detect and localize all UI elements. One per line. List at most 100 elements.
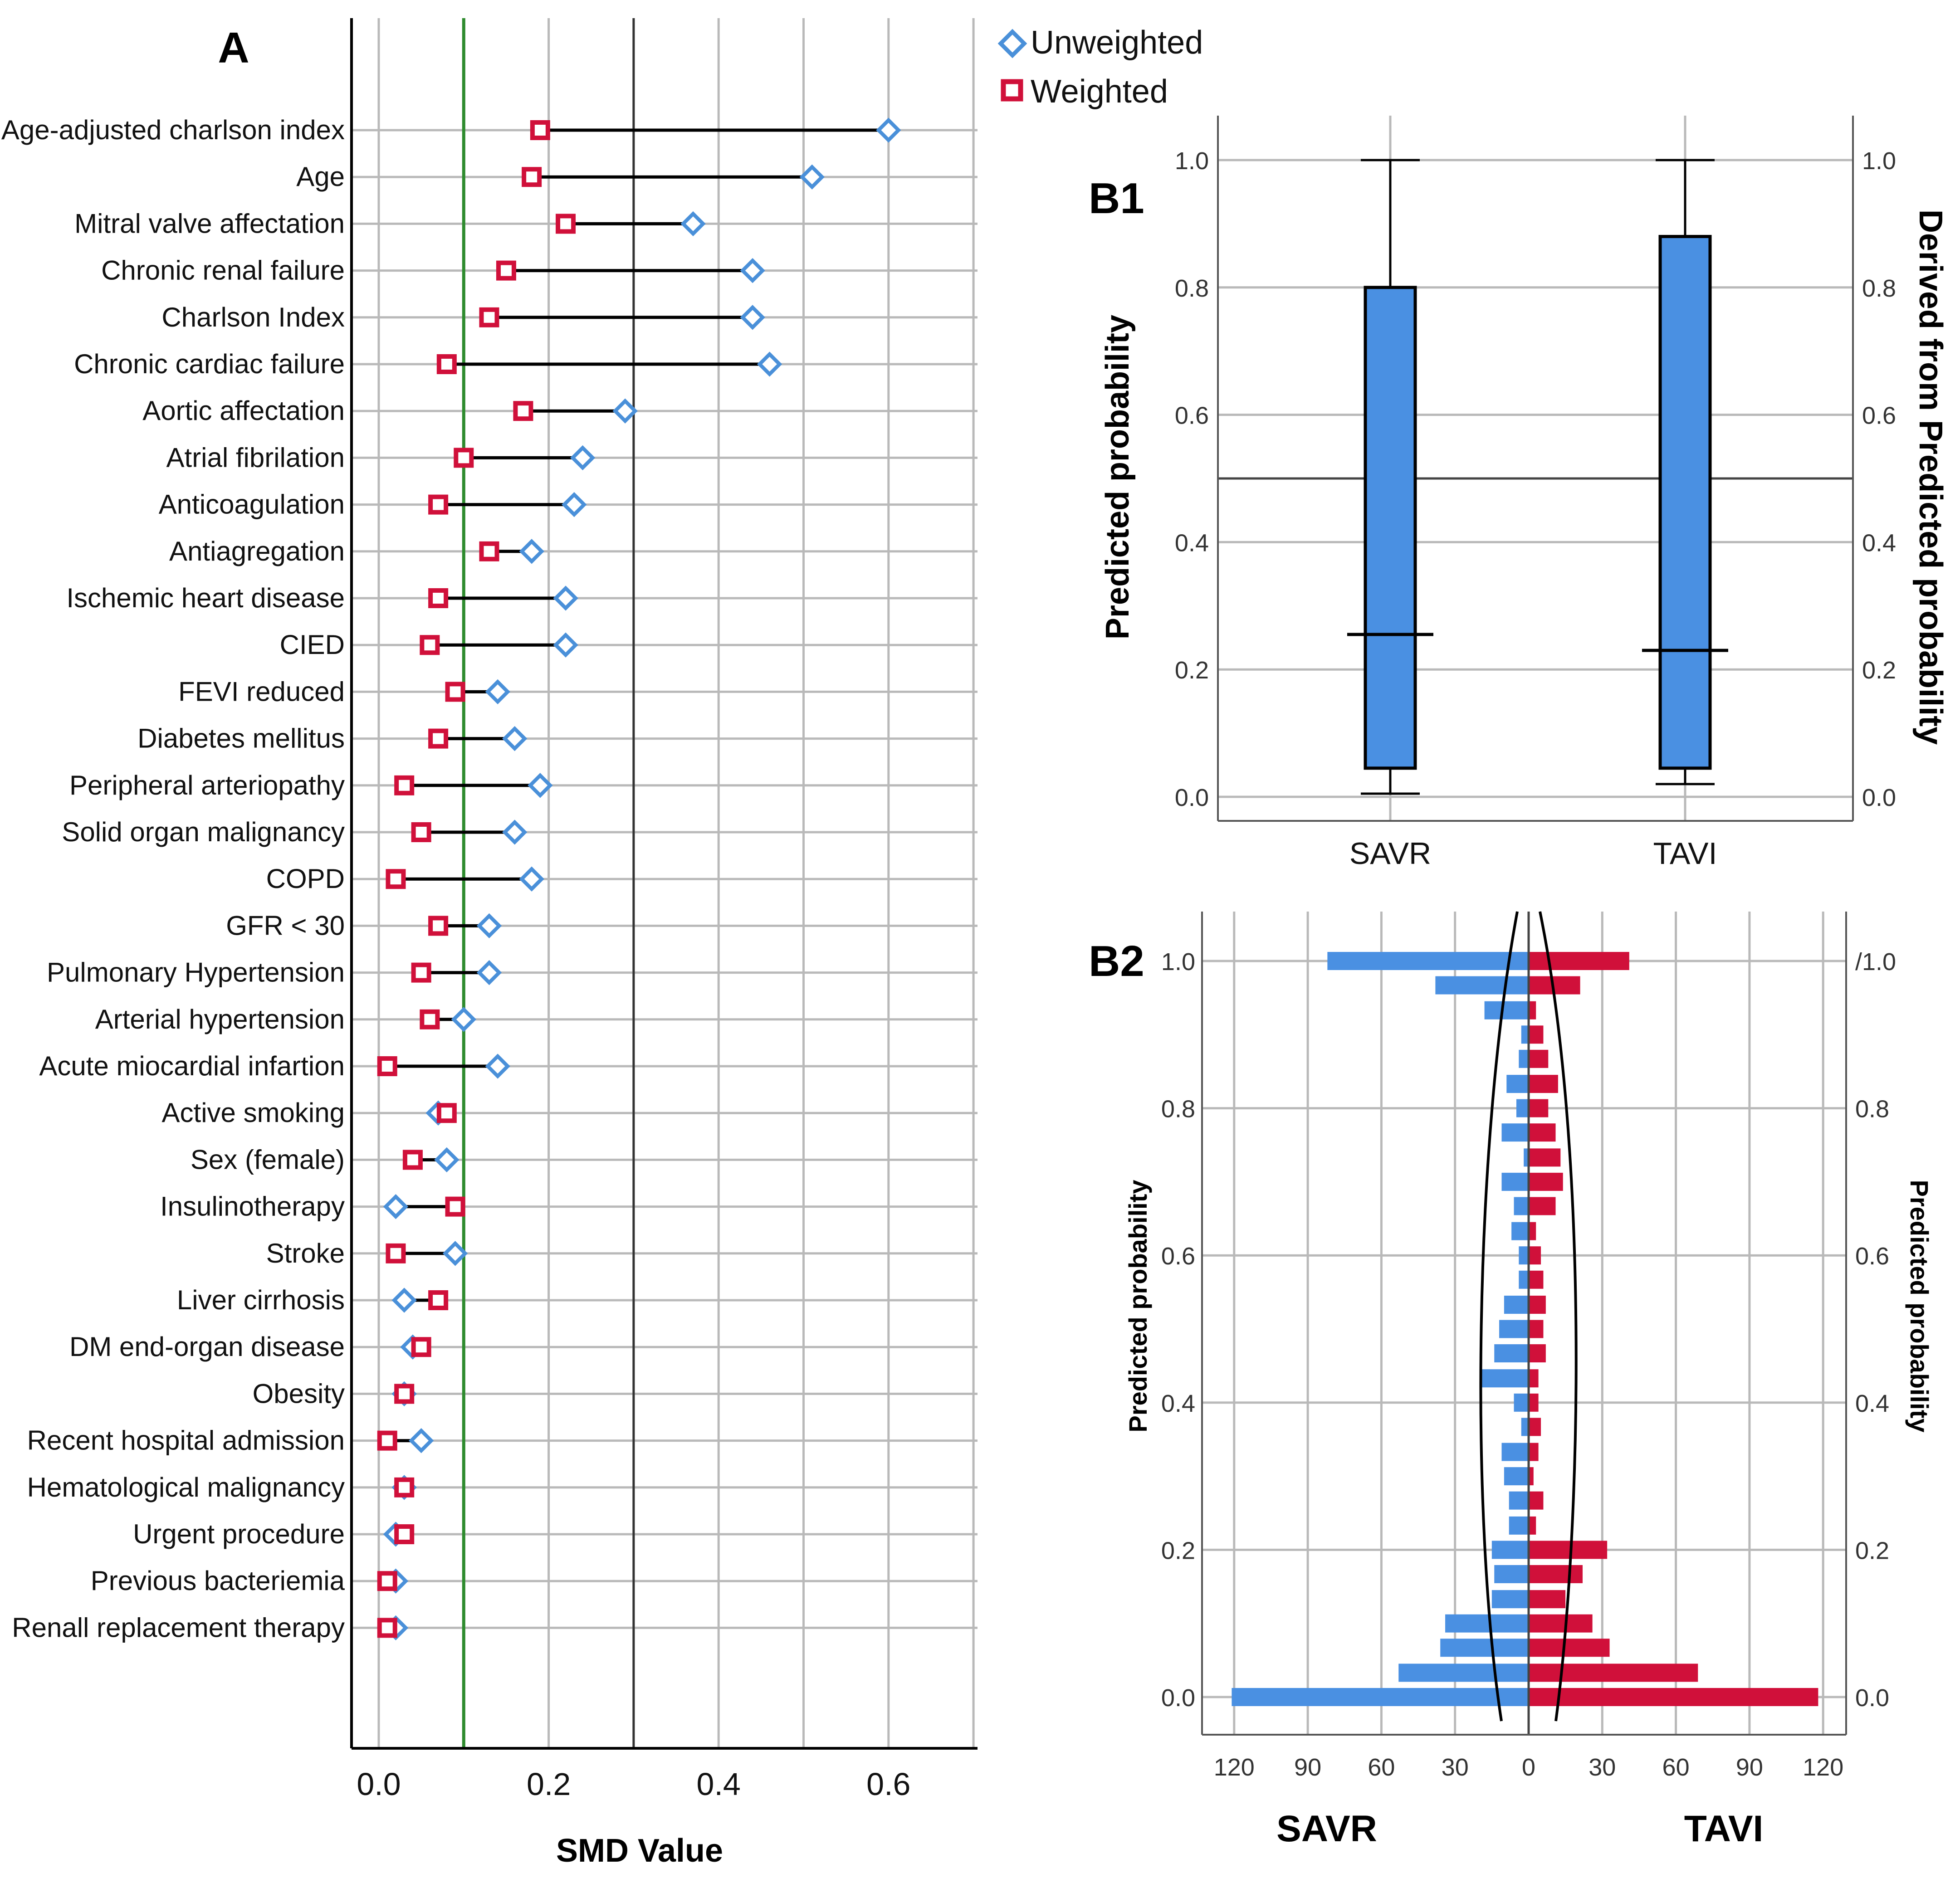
a-weighted-marker-1	[522, 167, 542, 187]
b2-tavi-bar-4	[1529, 1590, 1566, 1609]
panel-b2-title: B2	[1089, 937, 1144, 985]
a-category-label-5: Chronic cardiac failure	[74, 349, 345, 379]
panel-b1-right-y-axis-title: Derived from Predicted probability	[1912, 210, 1949, 745]
a-category-label-23: Insulinotherapy	[160, 1191, 345, 1222]
b2-savr-bar-15	[1499, 1320, 1529, 1338]
b2-tavi-bar-22	[1529, 1148, 1561, 1167]
panel-a-title: A	[218, 24, 249, 72]
a-weighted-marker-11	[420, 635, 440, 655]
a-category-label-20: Acute miocardial infartion	[39, 1051, 345, 1081]
panel-a-category-labels: Age-adjusted charlson index Age Mitral val…	[1, 115, 345, 1643]
a-weighted-marker-10	[428, 588, 449, 608]
a-category-label-31: Previous bacteriemia	[91, 1566, 345, 1596]
a-x-tick-0: 0.0	[357, 1766, 401, 1802]
b2-savr-bar-30	[1327, 952, 1529, 970]
a-weighted-marker-13	[428, 728, 449, 749]
a-category-label-19: Arterial hypertension	[95, 1004, 345, 1034]
a-category-label-11: CIED	[280, 629, 345, 660]
panel-b1-y-tick-labels: 0.0 0.2 0.4 0.6 0.8 1.0	[1175, 147, 1209, 811]
a-category-label-0: Age-adjusted charlson index	[1, 115, 345, 145]
b2-savr-bar-28	[1484, 1001, 1529, 1019]
b2-savr-bar-23	[1501, 1123, 1529, 1142]
b2-x-tick-2: 60	[1368, 1754, 1395, 1781]
b2-y-tick-0: 0.0	[1161, 1684, 1195, 1712]
a-unweighted-marker-19	[451, 1007, 476, 1032]
b2-tavi-bar-16	[1529, 1295, 1546, 1314]
b2-tavi-bar-25	[1529, 1075, 1558, 1093]
a-category-label-12: FEVI reduced	[178, 676, 345, 707]
b2-savr-bar-21	[1501, 1172, 1529, 1191]
b2-savr-bar-22	[1524, 1148, 1529, 1167]
b2-tavi-bar-20	[1529, 1197, 1556, 1215]
b2-savr-bar-6	[1491, 1541, 1529, 1559]
a-category-label-25: Liver cirrhosis	[177, 1285, 345, 1315]
panel-b1-title: B1	[1089, 174, 1144, 223]
a-unweighted-marker-6	[612, 398, 638, 424]
a-weighted-marker-15	[411, 822, 431, 842]
panel-b2-right-y-axis-title: Predicted probability	[1905, 1180, 1934, 1433]
b2-savr-bar-2	[1440, 1639, 1529, 1657]
b2-savr-bar-4	[1491, 1590, 1529, 1609]
b2-tavi-bar-18	[1529, 1246, 1541, 1265]
a-category-label-6: Aortic affectation	[142, 395, 345, 426]
b2-tavi-bar-7	[1529, 1516, 1536, 1535]
b2-y-tick-3: 0.6	[1161, 1243, 1195, 1270]
b2-savr-bar-8	[1509, 1491, 1529, 1510]
panel-a-x-tick-labels: 0.0 0.2 0.4 0.6	[357, 1766, 910, 1802]
a-weighted-marker-8	[428, 494, 449, 515]
b2-savr-bar-13	[1479, 1369, 1529, 1388]
b2-tavi-bar-14	[1529, 1344, 1546, 1363]
a-category-label-9: Antiagregation	[169, 536, 345, 566]
b1-y-tick-5: 1.0	[1175, 147, 1209, 175]
a-weighted-marker-24	[386, 1243, 406, 1263]
b2-savr-bar-14	[1494, 1344, 1529, 1363]
b2-y-tick-1: 0.2	[1161, 1537, 1195, 1564]
a-weighted-marker-22	[402, 1150, 423, 1170]
panel-b2-bars	[1232, 952, 1818, 1706]
b2-savr-bar-11	[1521, 1418, 1529, 1436]
b2-savr-bar-12	[1514, 1393, 1529, 1412]
a-category-label-22: Sex (female)	[191, 1144, 345, 1175]
panel-a-smd-chart: A 0.0 0.2 0.4 0.6 Age-adjusted charlson ind…	[1, 18, 1203, 1869]
b2-right-y-tick-4: 0.8	[1855, 1096, 1889, 1123]
panel-b1-boxplot: B1 0.0 0.2 0.4 0.6 0.8 1.0 0.0 0.2 0.4 0.6 0.8 1.0…	[1089, 116, 1949, 871]
legend-unweighted: Unweighted	[997, 24, 1203, 61]
b2-tavi-bar-15	[1529, 1320, 1544, 1338]
a-weighted-marker-16	[386, 869, 406, 889]
a-unweighted-marker-15	[502, 819, 528, 845]
panel-a-connectors	[387, 128, 889, 1629]
a-unweighted-marker-17	[476, 913, 502, 939]
b2-savr-bar-5	[1494, 1565, 1529, 1583]
b2-x-tick-7: 90	[1736, 1754, 1763, 1781]
a-unweighted-marker-23	[383, 1194, 409, 1219]
a-unweighted-marker-2	[680, 211, 706, 237]
b2-tavi-density-curve	[1539, 911, 1578, 1722]
a-unweighted-marker-9	[519, 539, 544, 564]
a-weighted-marker-6	[513, 401, 533, 421]
b2-tavi-bar-9	[1529, 1467, 1534, 1486]
a-unweighted-marker-10	[553, 585, 578, 611]
panel-b1-frame	[1217, 116, 1854, 822]
a-unweighted-marker-22	[434, 1147, 459, 1173]
b2-savr-bar-26	[1519, 1049, 1529, 1068]
a-weighted-marker-17	[428, 916, 449, 936]
panel-b2-right-y-tick-labels: 0.0 0.2 0.4 0.6 0.8/1.0	[1855, 948, 1896, 1712]
b2-x-tick-3: 30	[1442, 1754, 1469, 1781]
b2-tavi-bar-8	[1529, 1491, 1544, 1510]
b1-right-y-tick-5: 1.0	[1862, 147, 1896, 175]
b2-tavi-bar-2	[1529, 1639, 1610, 1657]
legend-unweighted-marker	[997, 29, 1027, 59]
a-weighted-marker-4	[479, 307, 499, 327]
b1-y-tick-2: 0.4	[1175, 529, 1209, 556]
legend-weighted: Weighted	[1001, 73, 1168, 110]
b1-right-y-tick-2: 0.4	[1862, 529, 1896, 556]
panel-b2-mirrored-histogram: B2 0.0 0.2 0.4 0.6 0.8 1.0 0.0 0.2 0.4 0.6 0.8/1.…	[1089, 911, 1934, 1849]
b2-x-tick-0: 120	[1214, 1754, 1255, 1781]
b2-tavi-bar-21	[1529, 1172, 1563, 1191]
b2-tavi-bar-27	[1529, 1025, 1544, 1044]
b2-x-tick-5: 30	[1589, 1754, 1616, 1781]
b2-tavi-bar-5	[1529, 1565, 1583, 1583]
panel-a-axes	[350, 18, 978, 1750]
b2-tavi-bar-12	[1529, 1393, 1539, 1412]
a-unweighted-marker-7	[570, 445, 596, 471]
